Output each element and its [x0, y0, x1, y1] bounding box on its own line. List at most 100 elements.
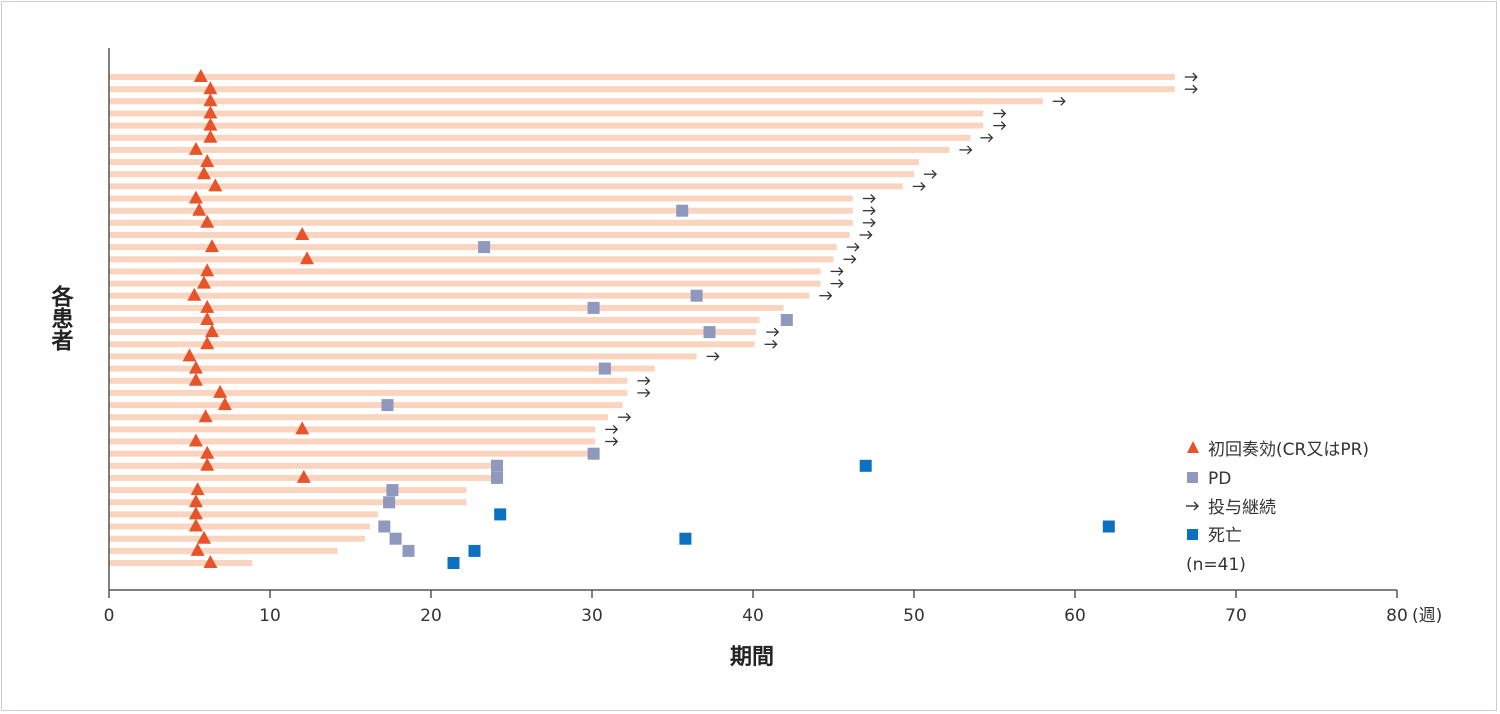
patient-bar	[109, 219, 853, 226]
continuing-arrow-icon	[993, 121, 1007, 131]
pd-marker	[478, 241, 491, 254]
pd-marker	[389, 532, 402, 545]
patient-bar	[109, 317, 760, 323]
response-marker	[213, 384, 228, 398]
response-marker	[187, 287, 202, 301]
response-marker	[200, 263, 215, 277]
patient-bar	[109, 171, 914, 178]
x-tick-label: 80	[1386, 606, 1408, 626]
response-marker	[197, 530, 211, 544]
response-marker	[200, 312, 215, 325]
continuing-arrow-icon	[843, 254, 857, 264]
death-marker	[447, 557, 460, 569]
legend-response-label: 初回奏効(CR又はPR)	[1208, 440, 1369, 460]
event-markers	[182, 69, 1198, 569]
pd-marker	[587, 447, 600, 460]
response-marker	[203, 93, 218, 107]
patient-bar	[109, 122, 984, 129]
continuing-arrow-icon	[605, 424, 619, 434]
legend-continuing-arrow-icon	[1186, 501, 1199, 511]
pd-marker	[381, 399, 394, 412]
response-marker	[188, 360, 203, 374]
response-marker	[200, 299, 215, 313]
legend-response-marker	[1187, 441, 1199, 453]
patient-bar	[109, 329, 757, 336]
continuing-arrow-icon	[605, 437, 619, 446]
legend-continuing-label: 投与継続	[1208, 498, 1276, 518]
patient-bar	[109, 146, 950, 153]
patient-bar	[109, 487, 467, 494]
response-marker	[190, 482, 205, 496]
patient-bar	[109, 207, 853, 214]
response-marker	[197, 275, 211, 289]
patient-bar	[109, 389, 628, 396]
response-marker	[205, 239, 219, 253]
response-marker	[200, 336, 215, 350]
response-marker	[200, 445, 215, 459]
x-tick-label: 30	[581, 606, 603, 626]
x-ticks: 0 10 20 30 40 50 60 70 80	[104, 590, 1408, 626]
continuing-arrow-icon	[912, 181, 926, 191]
patient-bar	[109, 134, 971, 141]
continuing-arrow-icon	[980, 133, 994, 143]
response-marker	[188, 494, 203, 508]
response-marker	[193, 69, 208, 82]
continuing-arrow-icon	[766, 327, 780, 337]
patient-bar	[109, 159, 919, 166]
patient-bar	[109, 535, 365, 542]
legend-pd-marker	[1187, 472, 1198, 483]
response-marker	[198, 409, 213, 423]
legend-pd-label: PD	[1208, 469, 1231, 489]
continuing-arrow-icon	[1052, 96, 1066, 106]
pd-marker	[402, 544, 415, 557]
response-marker	[188, 141, 203, 155]
continuing-arrow-icon	[764, 339, 778, 349]
continuing-arrow-icon	[846, 242, 860, 252]
patient-bar	[109, 511, 378, 518]
pd-marker	[491, 471, 503, 484]
x-axis-unit: (週)	[1412, 606, 1442, 626]
response-marker	[188, 506, 203, 520]
pd-marker	[386, 484, 399, 497]
death-marker	[859, 459, 872, 472]
patient-bar	[109, 195, 853, 202]
x-tick-label: 50	[903, 606, 925, 626]
patient-bar	[109, 377, 628, 384]
patient-bar	[109, 547, 338, 554]
patient-bar	[109, 232, 850, 238]
patient-bar	[109, 499, 467, 506]
response-marker	[192, 202, 207, 216]
x-axis-title: 期間	[730, 645, 774, 670]
patient-bar	[109, 365, 655, 372]
continuing-arrow-icon	[618, 412, 632, 422]
patient-bar	[109, 402, 623, 409]
response-marker	[188, 190, 203, 204]
patient-bar	[109, 353, 697, 360]
legend: 初回奏効(CR又はPR) PD 投与継続 死亡 (n=41)	[1186, 440, 1369, 575]
legend-death-label: 死亡	[1208, 526, 1242, 546]
x-tick-label: 70	[1225, 606, 1247, 626]
response-marker	[200, 214, 215, 228]
y-axis-title: 各患者	[48, 284, 75, 352]
patient-bar	[109, 462, 497, 469]
response-marker	[203, 555, 218, 568]
continuing-arrow-icon	[959, 145, 973, 155]
patient-bar	[109, 74, 1175, 80]
continuing-arrow-icon	[1184, 84, 1198, 94]
death-marker	[679, 532, 692, 545]
patient-bar	[109, 560, 253, 566]
pd-marker	[383, 496, 396, 509]
response-marker	[205, 324, 219, 338]
response-marker	[295, 421, 310, 435]
patient-bar	[109, 523, 370, 530]
patient-bar	[109, 292, 810, 299]
continuing-arrow-icon	[993, 109, 1007, 118]
x-tick-label: 20	[420, 606, 442, 626]
patient-bar	[109, 98, 1043, 105]
response-marker	[295, 227, 310, 240]
patient-bar	[109, 86, 1175, 93]
patient-bar	[109, 450, 594, 457]
x-tick-label: 40	[742, 606, 764, 626]
patient-bar	[109, 280, 821, 287]
